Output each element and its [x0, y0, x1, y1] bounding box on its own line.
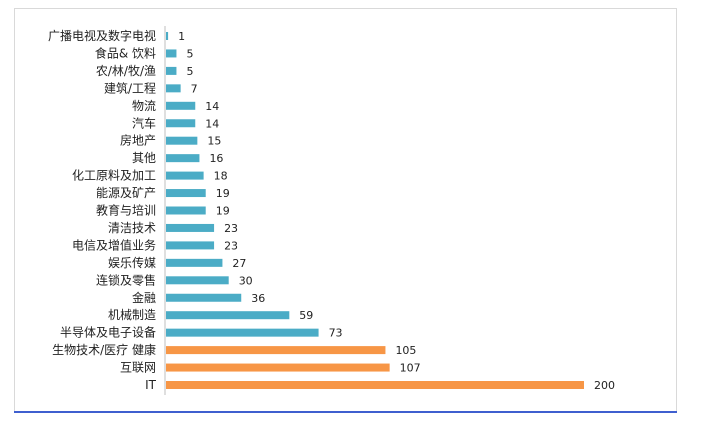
- value-label: 14: [205, 117, 219, 130]
- category-label: 农/林/牧/渔: [96, 64, 156, 78]
- category-label: 半导体及电子设备: [60, 326, 156, 340]
- category-label: IT: [145, 378, 157, 392]
- bar: [166, 258, 223, 267]
- category-label: 广播电视及数字电视: [48, 28, 156, 43]
- bar: [166, 328, 319, 337]
- chart-frame: [14, 8, 677, 412]
- category-label: 生物技术/医疗 健康: [52, 342, 156, 357]
- bar: [166, 32, 169, 40]
- category-label: 食品& 饮料: [95, 45, 156, 60]
- category-label: 物流: [132, 99, 156, 113]
- value-label: 5: [186, 47, 193, 60]
- value-label: 105: [395, 344, 416, 357]
- bar: [166, 101, 196, 110]
- value-label: 1: [178, 30, 185, 43]
- bar: [166, 84, 181, 93]
- value-label: 73: [329, 327, 343, 340]
- category-label: 互联网: [120, 361, 156, 375]
- category-label: 电信及增值业务: [72, 237, 156, 252]
- bottom-rule: [14, 411, 677, 413]
- bar: [166, 276, 229, 285]
- value-label: 15: [207, 135, 221, 148]
- category-label: 金融: [132, 290, 156, 305]
- bar: [166, 241, 215, 250]
- value-label: 23: [224, 222, 238, 235]
- category-label: 清洁技术: [108, 221, 156, 235]
- category-label: 建筑/工程: [104, 80, 156, 95]
- category-label: 其他: [132, 151, 156, 165]
- bars: [166, 32, 584, 389]
- bar: [166, 223, 215, 232]
- bar: [166, 49, 177, 58]
- bar: [166, 293, 242, 302]
- category-label: 连锁及零售: [96, 272, 156, 287]
- value-label: 59: [299, 309, 313, 322]
- bar: [166, 66, 177, 75]
- category-label: 房地产: [120, 133, 156, 148]
- value-label: 19: [216, 205, 230, 218]
- category-label: 能源及矿产: [96, 186, 156, 200]
- value-label: 18: [214, 170, 228, 183]
- bar: [166, 154, 200, 163]
- value-label: 14: [205, 100, 219, 113]
- bar: [166, 171, 204, 180]
- bar: [166, 311, 290, 320]
- bar: [166, 206, 206, 215]
- value-label: 36: [251, 292, 265, 305]
- value-label: 16: [209, 152, 223, 165]
- value-label: 27: [232, 257, 246, 270]
- category-label: 娱乐传媒: [108, 255, 156, 270]
- bar: [166, 189, 206, 198]
- value-label: 19: [216, 187, 230, 200]
- value-label: 5: [186, 65, 193, 78]
- bar: [166, 136, 198, 145]
- value-label: 23: [224, 239, 238, 252]
- value-labels: 1557141415161819192323273036597310510720…: [178, 30, 615, 392]
- category-label: 教育与培训: [96, 203, 156, 218]
- value-label: 7: [191, 82, 198, 95]
- value-label: 200: [594, 379, 615, 392]
- bar: [166, 363, 390, 372]
- bar: [166, 381, 584, 389]
- bar: [166, 119, 196, 128]
- value-label: 30: [239, 274, 253, 287]
- category-label: 化工原料及加工: [72, 169, 156, 183]
- bar: [166, 346, 386, 355]
- category-label: 机械制造: [108, 307, 156, 322]
- category-label: 汽车: [132, 115, 156, 130]
- value-label: 107: [400, 362, 421, 375]
